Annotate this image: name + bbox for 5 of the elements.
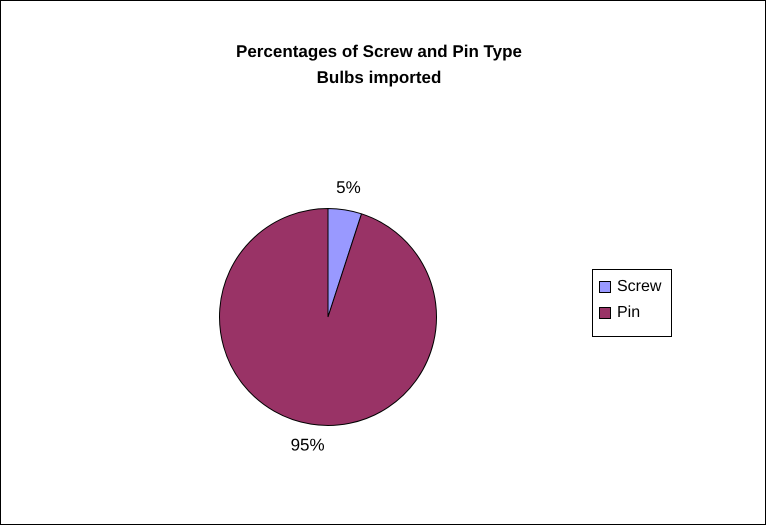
chart-title: Percentages of Screw and Pin Type Bulbs imported: [235, 41, 523, 89]
legend-label: Pin: [617, 304, 640, 322]
data-label: 95%: [290, 436, 325, 455]
data-label: 5%: [336, 178, 361, 197]
legend-label: Screw: [617, 278, 662, 296]
